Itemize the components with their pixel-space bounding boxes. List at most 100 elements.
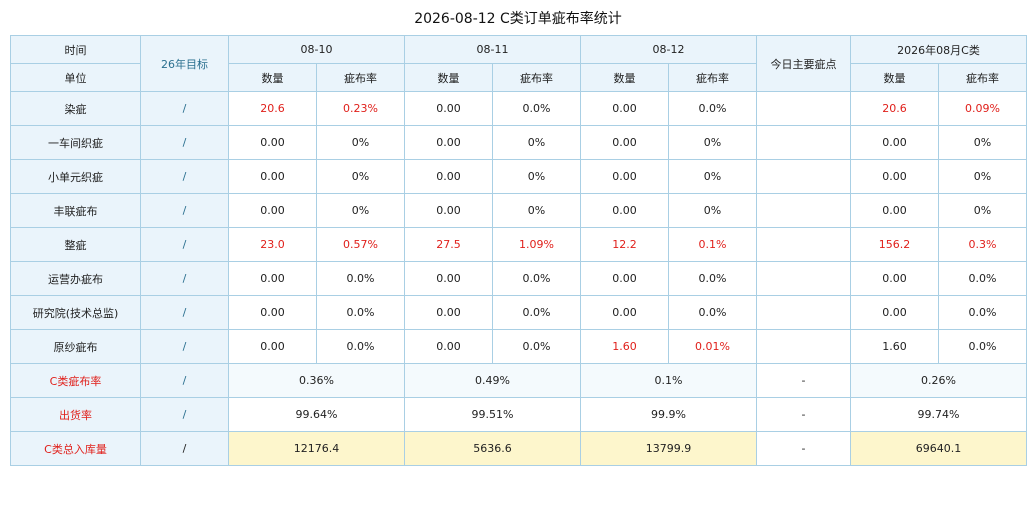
table-row: 整疵 / 23.0 0.57% 27.5 1.09% 12.2 0.1% 156… <box>10 227 1028 262</box>
target-cell: / <box>140 159 229 194</box>
qty-cell: 0.00 <box>404 193 493 228</box>
main-defect-cell <box>756 295 851 330</box>
target-cell: / <box>140 125 229 160</box>
rate-cell: 0% <box>492 125 581 160</box>
summary-cell: 99.64% <box>228 397 405 432</box>
rate-cell: 0% <box>668 193 757 228</box>
month-rate-cell: 0% <box>937 159 1028 194</box>
rate-header-month: 疵布率 <box>937 63 1028 92</box>
rate-cell: 0% <box>668 159 757 194</box>
qty-header-1: 数量 <box>404 63 493 92</box>
rate-cell: 0.0% <box>316 329 405 364</box>
summary-cell: 5636.6 <box>404 431 581 466</box>
main-defect-cell <box>756 159 851 194</box>
defect-rate-table: 时间 26年目标 08-10 08-11 08-12 今日主要疵点 2026年0… <box>10 35 1028 466</box>
rate-header-0: 疵布率 <box>316 63 405 92</box>
qty-cell: 12.2 <box>580 227 669 262</box>
qty-cell: 0.00 <box>228 295 317 330</box>
row-label: C类总入库量 <box>10 431 141 466</box>
summary-cell: 0.49% <box>404 363 581 398</box>
rate-cell: 0% <box>316 125 405 160</box>
month-qty-cell: 0.00 <box>850 125 939 160</box>
summary-row-total-stock: C类总入库量 / 12176.4 5636.6 13799.9 - 69640.… <box>10 431 1028 466</box>
rate-cell: 0.23% <box>316 91 405 126</box>
rate-cell: 0.1% <box>668 227 757 262</box>
main-defect-cell: - <box>756 397 851 432</box>
table-row: 小单元织疵 / 0.00 0% 0.00 0% 0.00 0% 0.00 0% <box>10 159 1028 194</box>
table-row: 运营办疵布 / 0.00 0.0% 0.00 0.0% 0.00 0.0% 0.… <box>10 261 1028 296</box>
table-row: 原纱疵布 / 0.00 0.0% 0.00 0.0% 1.60 0.01% 1.… <box>10 329 1028 364</box>
month-header: 2026年08月C类 <box>849 35 1028 64</box>
qty-cell: 0.00 <box>228 125 317 160</box>
main-defect-cell: - <box>756 363 851 398</box>
rate-header-1: 疵布率 <box>492 63 581 92</box>
main-defect-cell <box>756 125 851 160</box>
summary-cell: 99.9% <box>580 397 757 432</box>
row-label: 小单元织疵 <box>10 159 141 194</box>
rate-cell: 0% <box>316 159 405 194</box>
unit-header: 单位 <box>10 63 141 92</box>
target-cell: / <box>140 431 229 466</box>
header-row-dates: 时间 26年目标 08-10 08-11 08-12 今日主要疵点 2026年0… <box>10 35 1028 92</box>
qty-cell: 0.00 <box>404 261 493 296</box>
target-cell: / <box>140 397 229 432</box>
rate-cell: 0% <box>316 193 405 228</box>
qty-cell: 1.60 <box>580 329 669 364</box>
row-label: 染疵 <box>10 91 141 126</box>
row-label: C类疵布率 <box>10 363 141 398</box>
rate-cell: 0.0% <box>316 295 405 330</box>
target-cell: / <box>140 329 229 364</box>
header-row-units: 单位 数量 疵布率 数量 疵布率 数量 疵布率 数量 疵布率 <box>10 63 1028 92</box>
summary-cell: 0.36% <box>228 363 405 398</box>
main-defect-header: 今日主要疵点 <box>756 35 851 92</box>
qty-cell: 0.00 <box>404 125 493 160</box>
row-label: 运营办疵布 <box>10 261 141 296</box>
table-row: 研究院(技术总监) / 0.00 0.0% 0.00 0.0% 0.00 0.0… <box>10 295 1028 330</box>
row-label: 一车间织疵 <box>10 125 141 160</box>
summary-row-shipping-rate: 出货率 / 99.64% 99.51% 99.9% - 99.74% <box>10 397 1028 432</box>
qty-cell: 0.00 <box>404 159 493 194</box>
rate-cell: 0.0% <box>668 91 757 126</box>
qty-cell: 0.00 <box>580 261 669 296</box>
rate-cell: 0.0% <box>492 295 581 330</box>
month-rate-cell: 0.0% <box>937 295 1028 330</box>
table-row: 一车间织疵 / 0.00 0% 0.00 0% 0.00 0% 0.00 0% <box>10 125 1028 160</box>
rate-cell: 0.0% <box>492 91 581 126</box>
summary-cell: 99.51% <box>404 397 581 432</box>
date-header-1: 08-11 <box>404 35 581 64</box>
month-qty-cell: 1.60 <box>850 329 939 364</box>
qty-cell: 0.00 <box>580 159 669 194</box>
target-cell: / <box>140 363 229 398</box>
month-rate-cell: 0.0% <box>937 261 1028 296</box>
month-qty-cell: 0.00 <box>850 193 939 228</box>
summary-cell: 12176.4 <box>228 431 405 466</box>
row-label: 研究院(技术总监) <box>10 295 141 330</box>
rate-cell: 0.0% <box>492 329 581 364</box>
target-header: 26年目标 <box>140 35 229 92</box>
target-cell: / <box>140 295 229 330</box>
time-header: 时间 <box>10 35 141 64</box>
qty-cell: 0.00 <box>228 193 317 228</box>
table-row: 丰联疵布 / 0.00 0% 0.00 0% 0.00 0% 0.00 0% <box>10 193 1028 228</box>
month-qty-cell: 0.00 <box>850 295 939 330</box>
main-defect-cell <box>756 193 851 228</box>
month-summary-cell: 0.26% <box>849 363 1028 398</box>
rate-cell: 0.0% <box>668 295 757 330</box>
target-cell: / <box>140 91 229 126</box>
month-qty-cell: 156.2 <box>850 227 939 262</box>
qty-header-0: 数量 <box>228 63 317 92</box>
qty-header-month: 数量 <box>850 63 939 92</box>
month-rate-cell: 0.0% <box>937 329 1028 364</box>
rate-cell: 0.0% <box>316 261 405 296</box>
row-label: 丰联疵布 <box>10 193 141 228</box>
month-qty-cell: 0.00 <box>850 261 939 296</box>
qty-cell: 23.0 <box>228 227 317 262</box>
main-defect-cell <box>756 227 851 262</box>
qty-cell: 0.00 <box>580 91 669 126</box>
summary-row-defect-rate: C类疵布率 / 0.36% 0.49% 0.1% - 0.26% <box>10 363 1028 398</box>
row-label: 整疵 <box>10 227 141 262</box>
month-rate-cell: 0.3% <box>937 227 1028 262</box>
qty-cell: 0.00 <box>404 295 493 330</box>
qty-cell: 0.00 <box>404 91 493 126</box>
qty-cell: 0.00 <box>228 159 317 194</box>
